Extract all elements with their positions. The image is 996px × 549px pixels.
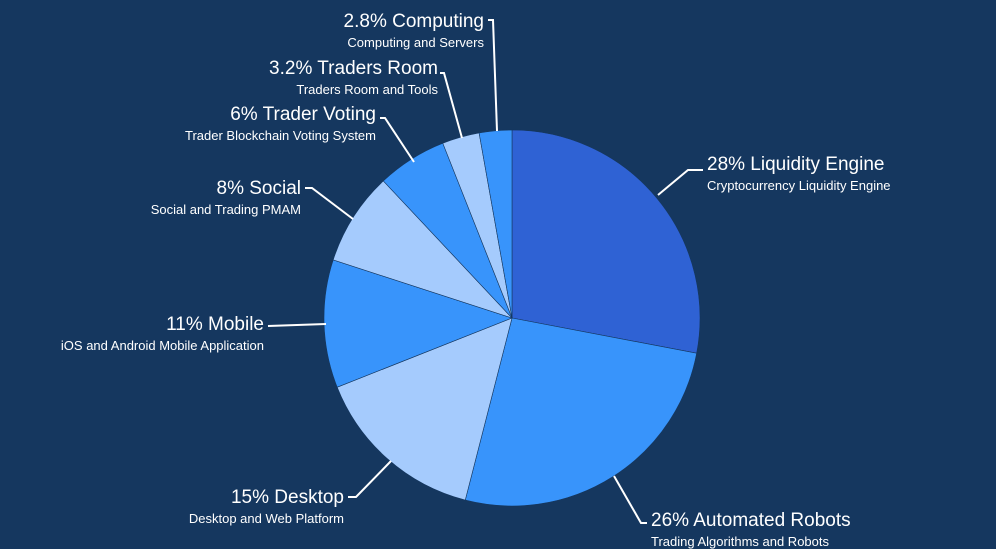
slice-label-traders-room: 3.2% Traders Room <box>269 58 438 79</box>
slice-label-desktop: 15% Desktop <box>231 487 344 508</box>
slice-label-liquidity-engine: 28% Liquidity Engine <box>707 154 884 175</box>
slice-liquidity-engine <box>511 129 701 354</box>
slice-description-liquidity-engine: Cryptocurrency Liquidity Engine <box>707 178 891 193</box>
slice-label-automated-robots: 26% Automated Robots <box>651 510 851 531</box>
slice-description-trader-voting: Trader Blockchain Voting System <box>185 128 376 143</box>
leader-line-trader-voting <box>380 117 415 163</box>
slice-desktop <box>336 317 513 501</box>
labels-layer: 28% Liquidity Engine Cryptocurrency Liqui… <box>61 11 891 549</box>
slice-label-social: 8% Social <box>217 178 302 199</box>
slice-label-mobile: 11% Mobile <box>166 314 264 335</box>
slices-layer <box>323 129 701 507</box>
leader-line-desktop <box>348 460 392 498</box>
slice-computing <box>478 129 513 319</box>
leader-line-computing <box>488 19 498 132</box>
slice-label-trader-voting: 6% Trader Voting <box>230 104 376 125</box>
slice-description-traders-room: Traders Room and Tools <box>296 82 438 97</box>
slice-description-computing: Computing and Servers <box>347 35 484 50</box>
leader-line-mobile <box>267 323 327 327</box>
slice-description-automated-robots: Trading Algorithms and Robots <box>651 534 830 549</box>
slice-automated-robots <box>464 317 698 507</box>
slice-description-desktop: Desktop and Web Platform <box>189 511 344 526</box>
leader-line-liquidity-engine <box>657 169 703 196</box>
leader-line-automated-robots <box>613 475 647 524</box>
slice-description-social: Social and Trading PMAM <box>151 202 301 217</box>
leader-line-social <box>305 187 354 220</box>
slice-label-computing: 2.8% Computing <box>344 11 484 32</box>
slice-description-mobile: iOS and Android Mobile Application <box>61 338 264 353</box>
leader-lines-layer <box>267 19 703 524</box>
slice-social <box>332 180 513 319</box>
leader-line-traders-room <box>440 72 463 139</box>
